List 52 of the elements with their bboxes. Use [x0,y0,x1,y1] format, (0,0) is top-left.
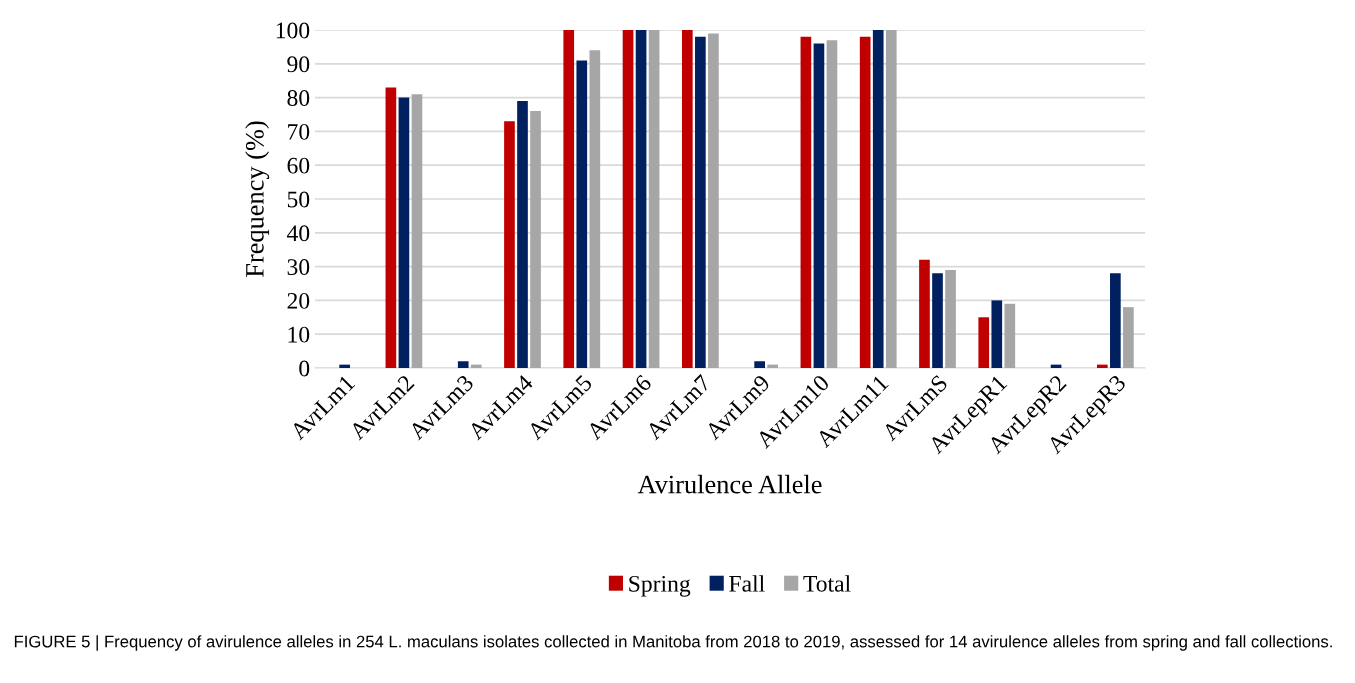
y-axis-title: Frequency (%) [245,121,270,278]
bar [872,30,884,368]
bar [589,50,601,368]
bar [622,30,634,368]
bar [932,273,943,368]
bar [339,364,350,368]
y-tick-label: 90 [287,56,310,73]
bar [1110,273,1121,368]
bar [919,259,930,368]
bar [576,60,588,368]
y-tick-label: 40 [286,225,310,242]
y-tick-label: 100 [276,22,310,39]
bar [813,43,825,368]
bar [470,364,482,368]
bar [991,300,1003,368]
bar [767,364,779,368]
bar [1123,307,1134,368]
bar [563,30,575,368]
y-tick-label: 80 [287,90,310,107]
bar [385,87,397,368]
bar [978,317,990,368]
bar [530,111,541,368]
bar [648,30,660,368]
y-tick-label: 30 [287,259,310,276]
bar [708,33,719,368]
bar [695,36,706,368]
bar [945,269,956,368]
y-tick-label: 0 [299,360,310,377]
caption: FIGURE 5 | Frequency of avirulence alleles in 254 L. maculans isolates collected in Manitoba from 2018 to 2019, assessed for 14 avirulence alleles from spring and fall collections. [14,635,1332,651]
x-axis-title: Avirulence Allele [637,474,822,494]
bar [517,100,528,368]
bar [754,361,765,368]
y-tick-label: 10 [288,326,310,343]
legend-label: Total [803,575,851,592]
y-tick-label: 20 [287,292,310,309]
y-tick-label: 70 [288,123,310,140]
legend-label: Fall [729,575,765,592]
bar [1096,364,1108,368]
bar [635,30,647,368]
bar [1004,303,1016,368]
bar [411,94,423,368]
bar [859,36,871,368]
bar [398,97,410,368]
bar [504,121,515,368]
bar [457,361,469,368]
bar [681,30,693,368]
y-tick-label: 50 [287,191,310,208]
legend-label: Spring [629,575,691,597]
bar [800,36,812,368]
bar [826,40,838,368]
bar [885,30,897,368]
y-tick-label: 60 [287,157,310,174]
